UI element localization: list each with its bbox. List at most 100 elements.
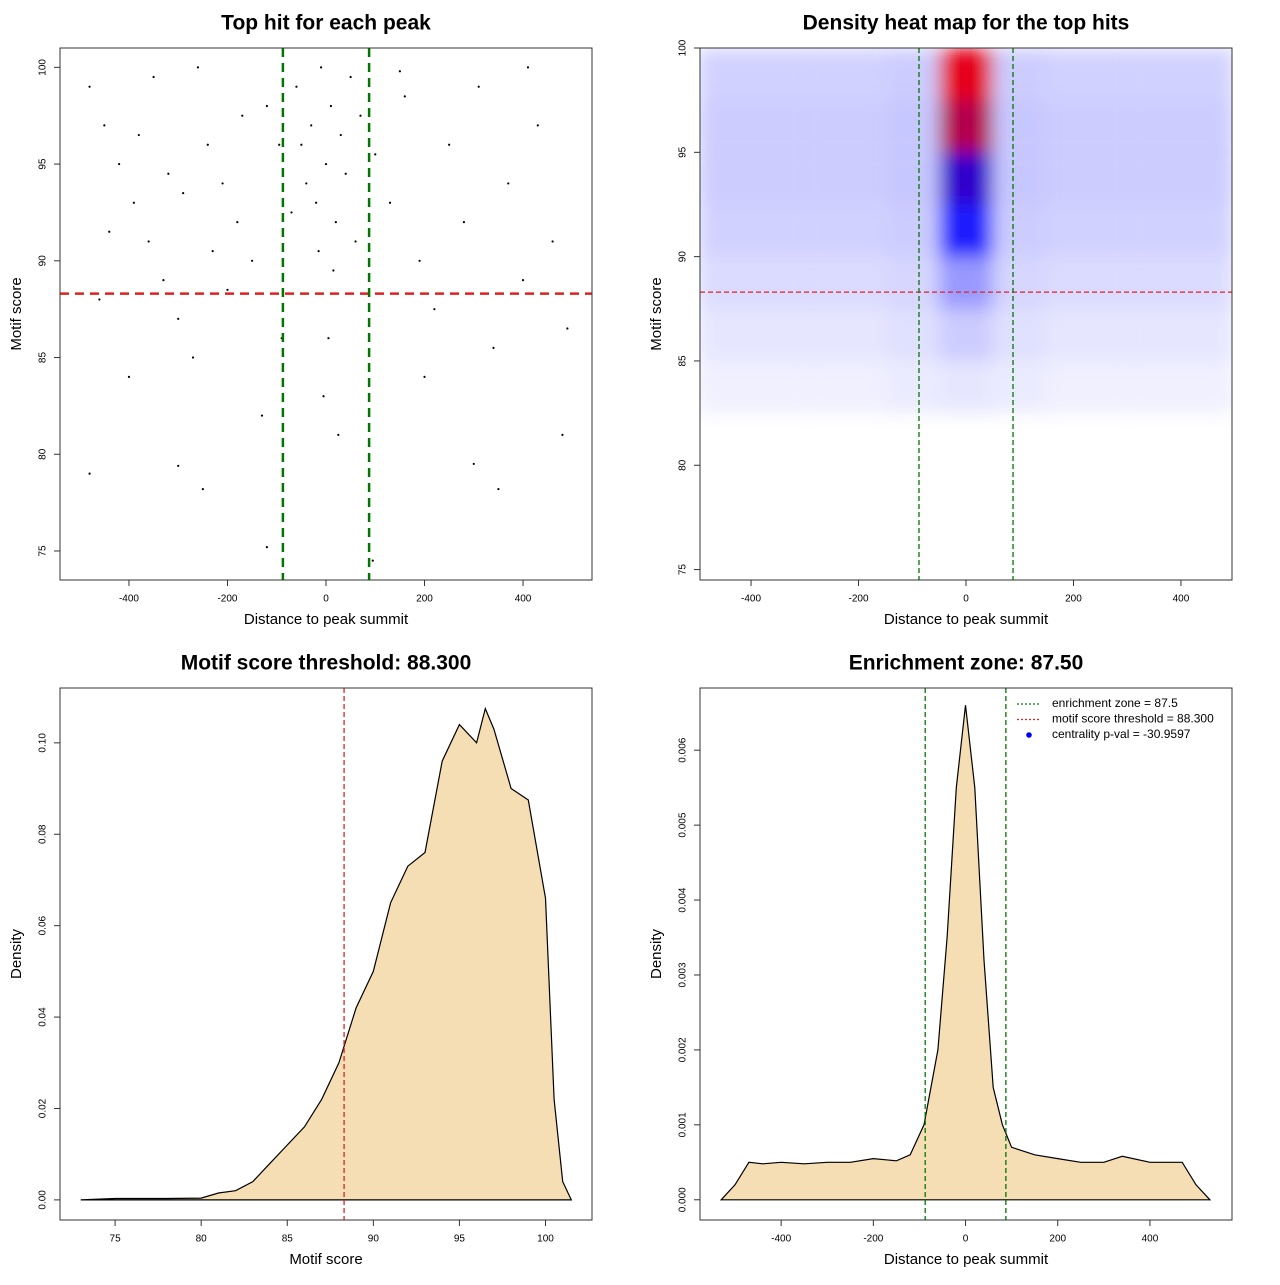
chart-title: Top hit for each peak xyxy=(221,12,431,35)
point xyxy=(398,70,401,73)
point xyxy=(251,259,254,262)
point xyxy=(118,162,121,166)
x-tick-label: 0 xyxy=(323,594,329,605)
x-axis-label: Distance to peak summit xyxy=(884,611,1049,628)
point xyxy=(349,75,352,79)
x-tick-label: -400 xyxy=(741,594,761,605)
point xyxy=(374,153,377,156)
point xyxy=(278,143,281,146)
point xyxy=(290,211,293,214)
point xyxy=(566,327,569,330)
point xyxy=(418,259,421,262)
heat-cell xyxy=(1046,360,1128,414)
heat-cell xyxy=(885,256,940,309)
heat-cell xyxy=(992,308,1047,361)
point xyxy=(448,143,451,146)
y-axis-label: Motif score xyxy=(648,277,665,350)
heat-cell xyxy=(1127,256,1232,309)
point xyxy=(295,85,298,88)
y-tick-label: 0.003 xyxy=(678,962,689,987)
x-tick-label: 0 xyxy=(963,1234,969,1245)
heat-cell xyxy=(992,152,1047,205)
heat-cell xyxy=(1046,256,1128,309)
y-tick-label: 100 xyxy=(38,59,49,76)
x-tick-label: -200 xyxy=(863,1234,883,1245)
y-tick-label: 0.00 xyxy=(38,1190,49,1210)
heat-cell xyxy=(939,152,993,205)
y-tick-label: 0.02 xyxy=(38,1098,49,1118)
heat-cell xyxy=(1046,204,1128,257)
y-tick-label: 95 xyxy=(678,146,689,158)
heat-cell xyxy=(804,48,886,101)
heat-cell xyxy=(939,48,993,101)
x-tick-label: 400 xyxy=(515,594,532,605)
point xyxy=(127,375,131,378)
point xyxy=(206,143,209,146)
point xyxy=(327,337,330,340)
heat-cell xyxy=(1127,48,1232,101)
x-axis-label: Distance to peak summit xyxy=(884,1251,1049,1268)
point xyxy=(88,85,91,88)
heat-cell xyxy=(1127,100,1232,153)
y-tick-label: 80 xyxy=(678,459,689,471)
point xyxy=(221,182,224,185)
point xyxy=(98,298,101,301)
point xyxy=(324,162,328,166)
x-tick-label: 400 xyxy=(1173,594,1190,605)
x-tick-label: 95 xyxy=(454,1234,466,1245)
point xyxy=(177,317,180,320)
point xyxy=(339,133,342,137)
chart-title: Density heat map for the top hits xyxy=(803,12,1130,35)
point xyxy=(344,172,347,175)
point xyxy=(265,104,268,108)
legend-label: enrichment zone = 87.5 xyxy=(1052,696,1178,710)
plot-frame xyxy=(59,687,593,1221)
point xyxy=(322,395,325,398)
y-tick-label: 0.10 xyxy=(38,733,49,753)
heat-cell xyxy=(885,204,940,257)
y-tick-label: 75 xyxy=(38,545,49,557)
point xyxy=(477,85,480,88)
point xyxy=(182,191,185,195)
heat-cell xyxy=(804,256,886,309)
y-axis-label: Motif score xyxy=(8,277,25,350)
heat-cell xyxy=(1046,48,1128,101)
legend-label: centrality p-val = -30.9597 xyxy=(1052,727,1191,741)
point xyxy=(319,66,323,69)
point xyxy=(433,308,436,311)
plot-frame xyxy=(59,47,593,581)
y-tick-label: 85 xyxy=(678,355,689,367)
point xyxy=(167,172,170,175)
point xyxy=(147,240,150,243)
x-tick-label: 200 xyxy=(1065,594,1082,605)
heat-cell xyxy=(939,204,993,257)
point xyxy=(108,230,111,233)
point xyxy=(354,240,357,243)
point xyxy=(300,143,303,146)
heat-cell xyxy=(700,100,805,153)
heat-cell xyxy=(939,308,993,361)
y-tick-label: 95 xyxy=(38,158,49,170)
y-tick-label: 85 xyxy=(38,352,49,364)
point xyxy=(536,124,539,127)
x-tick-label: 200 xyxy=(1049,1234,1066,1245)
legend-marker xyxy=(1026,732,1032,738)
heat-cell xyxy=(804,204,886,257)
y-tick-label: 0.004 xyxy=(678,887,689,912)
heat-cell xyxy=(1046,308,1128,361)
point xyxy=(317,250,320,253)
point xyxy=(310,124,313,127)
point xyxy=(507,182,510,185)
x-axis-label: Distance to peak summit xyxy=(244,611,409,628)
heat-cell xyxy=(992,48,1047,101)
heat-cell xyxy=(1127,204,1232,257)
plot-area xyxy=(80,688,573,1220)
heat-cell xyxy=(700,256,805,309)
point xyxy=(359,114,362,117)
x-tick-label: 90 xyxy=(368,1234,380,1245)
y-tick-label: 90 xyxy=(38,255,49,267)
heat-cell xyxy=(804,100,886,153)
y-tick-label: 0.006 xyxy=(678,737,689,762)
heat-cell xyxy=(885,100,940,153)
